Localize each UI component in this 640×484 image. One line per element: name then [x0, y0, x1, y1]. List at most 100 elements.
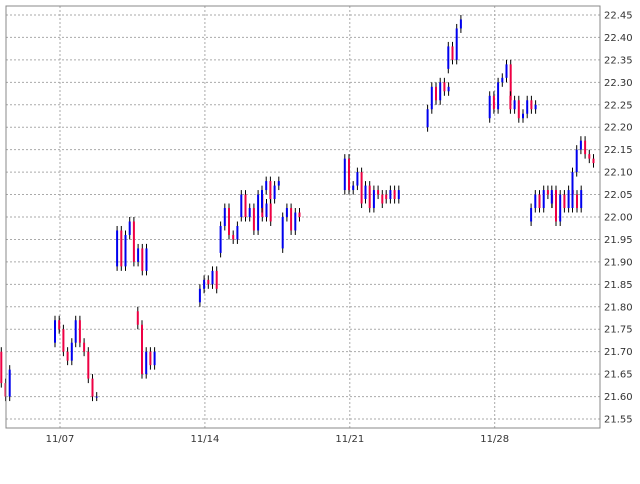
down-bar: [592, 158, 595, 164]
down-bar: [91, 378, 94, 397]
up-bar: [294, 212, 297, 231]
down-bar: [546, 190, 549, 195]
up-bar: [567, 190, 570, 209]
x-tick-label: 11/14: [190, 434, 219, 445]
up-bar: [124, 234, 127, 267]
up-bar: [273, 185, 276, 200]
up-bar: [426, 109, 429, 128]
up-bar: [265, 181, 268, 191]
down-bar: [584, 140, 587, 155]
up-bar: [145, 351, 148, 375]
up-bar: [447, 86, 450, 92]
up-bar: [497, 82, 500, 110]
down-bar: [563, 194, 566, 209]
y-tick-label: 22.10: [604, 168, 633, 179]
up-bar: [522, 113, 524, 119]
down-bar: [368, 185, 371, 209]
down-bar: [393, 190, 396, 200]
up-bar: [352, 185, 355, 191]
up-bar: [281, 217, 284, 249]
up-bar: [397, 190, 400, 200]
down-bar: [232, 234, 235, 240]
y-tick-label: 21.90: [604, 257, 633, 268]
up-bar: [575, 149, 578, 173]
up-bar: [526, 100, 529, 114]
x-tick-label: 11/28: [480, 434, 509, 445]
down-bar: [244, 194, 247, 217]
down-bar: [0, 351, 3, 384]
y-tick-label: 22.35: [604, 55, 633, 66]
up-bar: [356, 172, 359, 186]
y-tick-label: 22.45: [604, 10, 633, 21]
up-bar: [488, 95, 491, 119]
down-bar: [348, 158, 350, 191]
y-tick-label: 21.75: [604, 325, 633, 336]
down-bar: [269, 181, 272, 200]
up-bar: [501, 77, 504, 83]
up-bar: [145, 248, 148, 271]
y-tick-label: 21.65: [604, 370, 633, 381]
down-bar: [377, 190, 380, 195]
up-bar: [505, 64, 508, 78]
down-bar: [132, 221, 135, 262]
up-bar: [343, 158, 346, 191]
up-bar: [559, 194, 562, 222]
down-bar: [149, 351, 152, 366]
up-bar: [530, 208, 533, 222]
y-tick-label: 22.15: [604, 145, 633, 156]
x-tick-label: 11/07: [46, 434, 75, 445]
up-bar: [223, 208, 226, 226]
up-bar: [128, 221, 131, 235]
down-bar: [360, 172, 363, 204]
up-bar: [54, 320, 56, 343]
up-bar: [579, 140, 582, 150]
y-axis-ticks: 21.55 21.60 21.65 21.70 21.75 21.80 21.85 21.90…: [604, 10, 633, 425]
up-bar: [513, 100, 516, 110]
up-bar: [198, 288, 201, 303]
down-bar: [215, 270, 218, 289]
down-bar: [290, 208, 293, 231]
up-bar: [153, 351, 156, 366]
down-bar: [555, 190, 557, 222]
y-tick-label: 22.30: [604, 78, 633, 89]
up-bar: [389, 190, 392, 200]
up-bar: [203, 279, 206, 289]
down-bar: [451, 46, 454, 60]
x-axis-ticks: 11/07 11/14 11/21 11/28: [46, 434, 510, 445]
y-tick-label: 21.55: [604, 415, 633, 426]
down-bar: [385, 194, 388, 200]
up-bar: [455, 28, 458, 60]
down-bar: [141, 248, 144, 271]
up-bar: [248, 208, 251, 217]
up-bar: [571, 172, 574, 209]
y-tick-label: 22.00: [604, 213, 633, 224]
down-bar: [83, 342, 86, 352]
y-tick-label: 21.80: [604, 302, 633, 313]
down-bar: [509, 95, 512, 110]
down-bar: [517, 100, 520, 119]
down-bar: [509, 64, 512, 101]
down-bar: [252, 208, 255, 231]
up-bar: [95, 396, 98, 398]
up-bar: [447, 46, 450, 69]
down-bar: [269, 203, 272, 222]
up-bar: [236, 225, 239, 240]
up-bar: [257, 194, 260, 231]
up-bar: [534, 194, 537, 209]
y-tick-label: 21.95: [604, 235, 633, 246]
up-bar: [580, 190, 583, 209]
y-tick-label: 22.05: [604, 190, 633, 201]
price-bars: [0, 14, 595, 402]
up-bar: [8, 369, 11, 397]
up-bar: [372, 190, 375, 209]
down-bar: [530, 100, 533, 110]
up-bar: [137, 248, 140, 262]
y-tick-label: 21.70: [604, 347, 633, 358]
down-bar: [381, 194, 384, 204]
up-bar: [70, 342, 73, 361]
down-bar: [141, 324, 143, 375]
x-tick-label: 11/21: [335, 434, 364, 445]
down-bar: [87, 351, 90, 379]
